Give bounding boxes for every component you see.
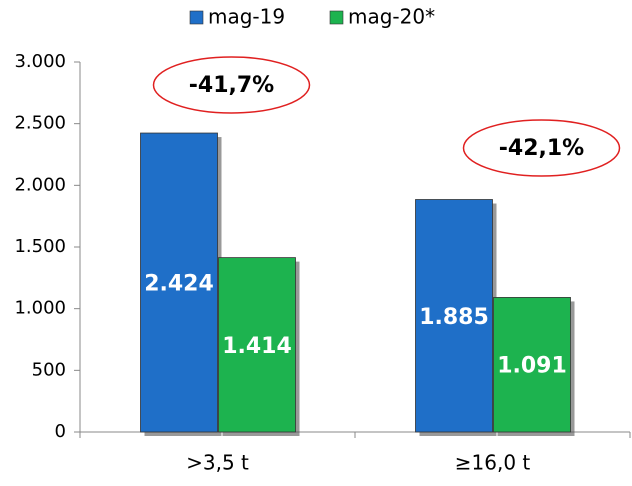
annotation-ellipse [462, 119, 621, 177]
legend-swatch [189, 10, 204, 25]
bar [415, 199, 493, 433]
y-tick-label: 1.500 [14, 236, 66, 257]
x-tick-label: ≥16,0 t [455, 451, 531, 475]
value-label: 1.885 [419, 305, 489, 330]
x-tick-label: >3,5 t [186, 451, 249, 475]
annotation: -41,7% [189, 73, 274, 98]
bar [493, 297, 571, 433]
bar [140, 132, 218, 433]
y-tick-label: 0 [55, 421, 66, 442]
y-tick-label: 2.500 [14, 113, 66, 134]
y-tick-label: 500 [32, 359, 66, 380]
annotation-ellipse [152, 56, 311, 114]
value-label: 2.424 [144, 272, 214, 297]
value-label: 1.091 [497, 354, 567, 379]
value-label: 1.414 [222, 334, 292, 359]
y-tick-label: 1.000 [14, 298, 66, 319]
legend-label: mag-20* [348, 5, 435, 29]
annotation: -42,1% [499, 136, 584, 161]
y-tick-label: 2.000 [14, 174, 66, 195]
bar [218, 257, 296, 433]
y-tick-label: 3.000 [14, 51, 66, 72]
legend-swatch [329, 10, 344, 25]
legend-label: mag-19 [208, 5, 285, 29]
